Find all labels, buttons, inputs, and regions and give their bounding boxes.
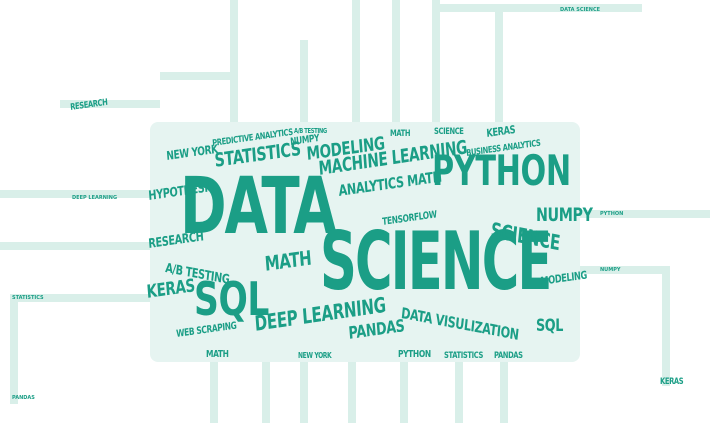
trace-label-deep-learning: DEEP LEARNING bbox=[72, 195, 118, 201]
trace-top-h2 bbox=[160, 72, 234, 80]
trace-top-3 bbox=[352, 0, 360, 122]
trace-top-h1 bbox=[432, 4, 642, 12]
trace-label-data-science: DATA SCIENCE bbox=[560, 7, 601, 13]
trace-right-h2 bbox=[580, 266, 670, 274]
trace-right-h1 bbox=[580, 210, 710, 218]
word-numpy: NUMPY bbox=[536, 204, 593, 226]
trace-bottom-6 bbox=[455, 362, 463, 423]
trace-left-h2 bbox=[0, 190, 150, 198]
chip-body bbox=[150, 122, 580, 362]
word-pandas-2: PANDAS bbox=[494, 351, 523, 361]
trace-bottom-7 bbox=[500, 362, 508, 423]
trace-top-5 bbox=[432, 0, 440, 122]
word-science: SCIENCE bbox=[320, 215, 552, 308]
word-keras-3: KERAS bbox=[660, 377, 684, 387]
trace-label-statistics: STATISTICS bbox=[12, 295, 44, 301]
trace-top-2 bbox=[300, 40, 308, 122]
trace-label-python: PYTHON bbox=[600, 211, 624, 217]
word-ab-testing-2: A/B TESTING bbox=[294, 127, 327, 135]
word-statistics-2: STATISTICS bbox=[444, 351, 483, 361]
trace-bottom-4 bbox=[348, 362, 356, 423]
word-science-3: SCIENCE bbox=[434, 127, 464, 137]
word-math-2: MATH bbox=[206, 349, 229, 360]
trace-right-v1 bbox=[662, 266, 670, 386]
trace-bottom-1 bbox=[210, 362, 218, 423]
trace-label-numpy: NUMPY bbox=[600, 267, 621, 273]
word-math: MATH bbox=[263, 245, 313, 276]
trace-bottom-5 bbox=[400, 362, 408, 423]
trace-left-h3 bbox=[0, 242, 150, 250]
word-sql: SQL bbox=[194, 272, 270, 326]
trace-top-4 bbox=[392, 0, 400, 122]
word-python-2: PYTHON bbox=[398, 349, 431, 360]
trace-left-h1 bbox=[60, 100, 160, 108]
word-python: PYTHON bbox=[432, 146, 571, 195]
trace-left-v1 bbox=[10, 294, 18, 404]
trace-top-1 bbox=[230, 0, 238, 122]
trace-top-6 bbox=[495, 10, 503, 122]
word-data: DATA bbox=[180, 162, 337, 252]
trace-bottom-2 bbox=[262, 362, 270, 423]
word-math-3: MATH bbox=[390, 129, 411, 139]
trace-label-pandas: PANDAS bbox=[12, 395, 35, 401]
word-sql-2: SQL bbox=[536, 316, 564, 336]
trace-bottom-3 bbox=[300, 362, 308, 423]
trace-left-h4 bbox=[10, 294, 150, 302]
word-new-york-2: NEW YORK bbox=[298, 351, 332, 360]
